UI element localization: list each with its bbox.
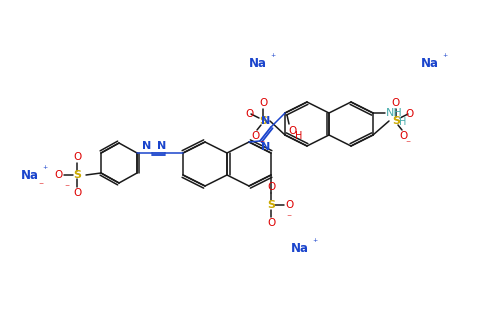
Text: H: H <box>399 117 407 127</box>
Text: O: O <box>73 152 81 162</box>
Text: O: O <box>55 170 63 180</box>
Text: ⁻: ⁻ <box>64 183 69 193</box>
Text: ⁻: ⁻ <box>286 213 291 223</box>
Text: Na: Na <box>249 57 267 69</box>
Text: N: N <box>157 141 166 151</box>
Text: Na: Na <box>421 57 439 69</box>
Text: O: O <box>400 131 408 141</box>
Text: ⁻: ⁻ <box>405 139 410 149</box>
Text: S: S <box>267 200 275 210</box>
Text: O: O <box>251 131 259 141</box>
Text: H: H <box>295 131 302 141</box>
Text: ⁻: ⁻ <box>38 181 43 191</box>
Text: ⁺: ⁺ <box>442 53 447 63</box>
Text: Na: Na <box>291 242 309 255</box>
Text: ⁺: ⁺ <box>312 238 317 248</box>
Text: S: S <box>392 116 400 126</box>
Text: O: O <box>259 98 267 108</box>
Text: N: N <box>261 116 270 126</box>
Text: O: O <box>285 200 293 210</box>
Text: O: O <box>392 98 400 108</box>
Text: O: O <box>73 188 81 198</box>
Text: O: O <box>267 182 275 192</box>
Text: ⁺: ⁺ <box>42 165 47 175</box>
Text: ⁻: ⁻ <box>259 139 264 149</box>
Text: O: O <box>406 109 414 119</box>
Text: O: O <box>267 218 275 228</box>
Text: Na: Na <box>21 169 39 182</box>
Text: N: N <box>142 141 151 151</box>
Text: S: S <box>73 170 81 180</box>
Text: N: N <box>261 142 270 152</box>
Text: ⁺: ⁺ <box>270 53 275 63</box>
Text: O: O <box>288 126 296 136</box>
Text: S: S <box>259 116 267 126</box>
Text: O: O <box>245 109 253 119</box>
Text: NH: NH <box>386 108 403 118</box>
